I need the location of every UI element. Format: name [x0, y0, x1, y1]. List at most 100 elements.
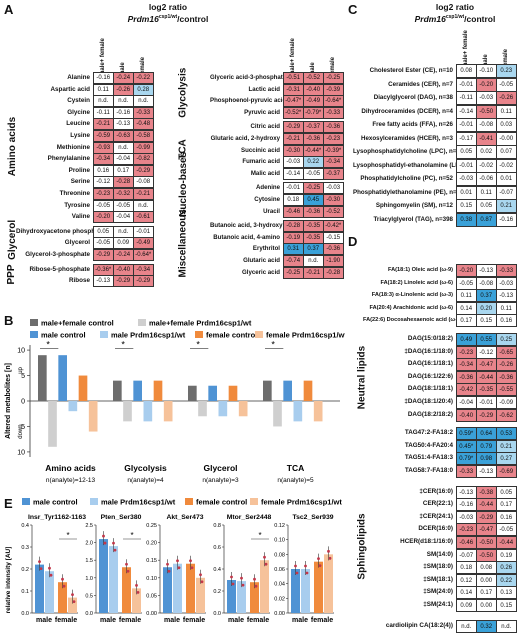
bar: [123, 401, 132, 422]
panel-d-tag-cell: 0.53: [496, 427, 517, 441]
y-tick-label: 0.0: [213, 611, 221, 617]
legend-label: male+female control: [41, 319, 114, 328]
panel-c-cell: -0.06: [476, 172, 497, 186]
panel-a-right-cell: -0.28: [323, 266, 344, 279]
y-tick-label: 1.5: [85, 558, 93, 564]
data-point: [240, 576, 243, 580]
panel-d-dag-row-label: DAG(18:1/18:1): [407, 385, 453, 393]
panel-d-ffa-cell: 0.11: [496, 301, 517, 315]
panel-a-left-cell: -0.34: [133, 263, 154, 276]
panel-d-dag-cell: -0.36: [496, 370, 517, 384]
panel-d-sphingo-cell: 0.09: [456, 599, 477, 613]
panel-a-right-cell: 0.45: [303, 194, 324, 207]
panel-a-right-cell: -0.31: [283, 83, 304, 96]
panel-a-right-row-label: Glutaric acid, 2-hydroxy: [210, 135, 280, 142]
panel-c-cell: 0.23: [496, 64, 517, 78]
panel-d-sphingo-cell: -0.47: [476, 523, 497, 537]
panel-a-left-cell: 0.05: [93, 225, 114, 238]
bar: [163, 401, 173, 422]
panel-a-left-cell: n.d.: [113, 95, 134, 108]
y-tick-label: 0.4: [213, 567, 221, 573]
bar: [303, 380, 313, 401]
y-tick-label: 10: [17, 348, 25, 355]
panel-a-right-cell: -0.36: [323, 243, 344, 256]
x-category-label: male: [292, 617, 308, 624]
y-tick-label: 0.2: [213, 589, 221, 595]
panel-a-left-cell: -0.13: [93, 275, 114, 288]
panel-a-right-cell: n.d.: [303, 255, 324, 268]
panel-a-left-cell: -0.61: [133, 211, 154, 224]
panel-c-cell: 0.21: [496, 199, 517, 213]
panel-d-ffa-cell: 0.37: [476, 289, 497, 303]
panel-c-col-0: male+ female: [463, 30, 469, 68]
data-point: [125, 562, 128, 566]
panel-c-cell: 0.02: [476, 145, 497, 159]
panel-a-right-cell: -0.35: [303, 220, 324, 233]
panel-d-tag-row-label: TAG47:2-FA18:2: [404, 429, 453, 437]
panel-d-sphingo-cell: -0.07: [456, 548, 477, 562]
panel-c-cell: -0.01: [456, 77, 477, 92]
x-category-label: female: [55, 617, 77, 624]
panel-c-cell: -0.16: [496, 212, 517, 227]
panel-d-dag-cell: -0.12: [476, 345, 497, 359]
panel-c-row-label: Phosphatidylcholine (PC), n=52: [360, 175, 453, 182]
panel-a-right-cell: -0.36: [303, 205, 324, 218]
panel-a-left-row-label: Alanine: [67, 74, 90, 81]
data-point: [328, 556, 332, 560]
legend-swatch: [255, 331, 263, 338]
panel-a-right-cell: -0.29: [283, 121, 304, 134]
y-tick-label: 1.0: [85, 576, 93, 582]
panel-a-left-cell: 0.09: [113, 237, 134, 250]
y-tick-label: 0.10: [146, 576, 157, 582]
panel-a-right-cell: -0.42*: [323, 220, 344, 233]
panel-a-left-cell: -0.08: [133, 176, 154, 189]
legend-swatch: [185, 498, 193, 505]
panel-a-right-cell: -0.30: [323, 194, 344, 207]
panel-a-right-cell: -0.49: [303, 95, 324, 108]
bar: [153, 380, 163, 401]
panel-d-sphingo-cell: 0.18: [456, 561, 477, 575]
panel-c-cell: -0.10: [476, 64, 497, 78]
panel-d-tag-cell: 0.98: [476, 452, 497, 466]
panel-a-right-cell: -0.46: [283, 205, 304, 218]
data-point: [230, 575, 233, 579]
chart-title: Akt_Ser473: [166, 514, 203, 521]
panel-d-sphingo-cell: 0.15: [496, 599, 517, 613]
bar: [68, 597, 77, 613]
panel-a-left-cell: -0.13: [113, 118, 134, 131]
panel-a-left-cell: -0.16: [93, 72, 114, 85]
legend-swatch: [22, 498, 30, 505]
y-up-label: up: [18, 366, 24, 373]
panel-a-right-row-label: Succinic acid: [241, 146, 280, 154]
panel-d-sphingo-cell: 0.22: [496, 573, 517, 587]
panel-d-ffa-cell: 0.15: [476, 314, 497, 328]
panel-d-sphingo-cell: -0.16: [456, 498, 477, 512]
panel-d-sphingo-cell: 0.17: [496, 498, 517, 512]
panel-a-right-row-label: Glyceric acid-3-phosphate: [210, 74, 287, 81]
panel-d-cardiolipin-cell: n.d.: [496, 619, 517, 633]
panel-d-sphingo-row-label: ‡SM(24:0): [423, 588, 453, 596]
category-sub-label: n(analyte)=5: [277, 477, 314, 484]
data-point: [305, 571, 309, 575]
panel-d-sphingo-cell: -0.13: [456, 485, 477, 499]
panel-c-cell: 0.38: [456, 212, 477, 227]
panel-d-ffa-cell: -0.05: [456, 276, 477, 290]
panel-a-left-row-label: Ribose: [69, 277, 90, 285]
panel-d-dag-cell: -0.09: [496, 396, 517, 410]
panel-d-dag-row-label: DAG(18:2/18:2): [407, 410, 453, 418]
panel-c-row-label: Lysophosphatidylcholine (LPC), n=11: [353, 148, 463, 155]
panel-a-right-cell: -0.40: [303, 83, 324, 96]
panel-a-right-row-label: Glyceric acid: [242, 268, 280, 276]
panel-d-sphingo-cell: -0.05: [496, 523, 517, 537]
panel-d-sphingo-cell: -0.03: [456, 510, 477, 524]
panel-d-dag-cell: -0.44: [476, 370, 497, 384]
y-tick-label: 0.2: [21, 567, 29, 573]
bar: [237, 581, 246, 613]
title-gene-line: Prdm16csp1/wt/control: [127, 13, 209, 24]
panel-a-right-cell: -0.52: [303, 72, 324, 85]
panel-d-ffa-row-label: FA(20:4) Arachidonic acid (ω-6): [369, 304, 453, 311]
y-tick-label: 0.00: [274, 611, 285, 617]
panel-a-left-row-label: Proline: [68, 166, 90, 174]
panel-a-left-cell: -0.82: [133, 153, 154, 166]
panel-d-tag-cell: 0.79: [476, 439, 497, 453]
